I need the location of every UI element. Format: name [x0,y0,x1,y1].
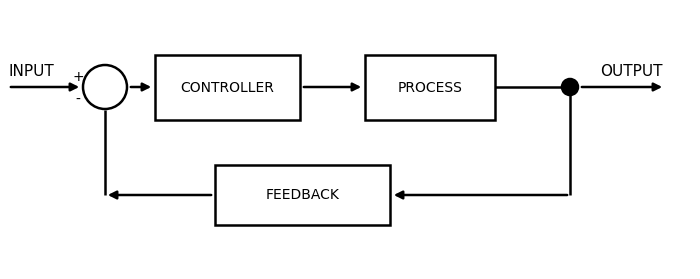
Text: OUTPUT: OUTPUT [600,64,662,80]
Bar [215,165,390,225]
Text: +: + [72,70,84,84]
Text: -: - [76,93,80,107]
Circle shape [83,65,127,109]
Text: PROCESS: PROCESS [398,81,463,95]
Bar [155,55,300,120]
Text: INPUT: INPUT [8,64,54,80]
Bar [365,55,495,120]
Circle shape [562,79,578,95]
Text: CONTROLLER: CONTROLLER [181,81,274,95]
Text: FEEDBACK: FEEDBACK [265,188,340,202]
